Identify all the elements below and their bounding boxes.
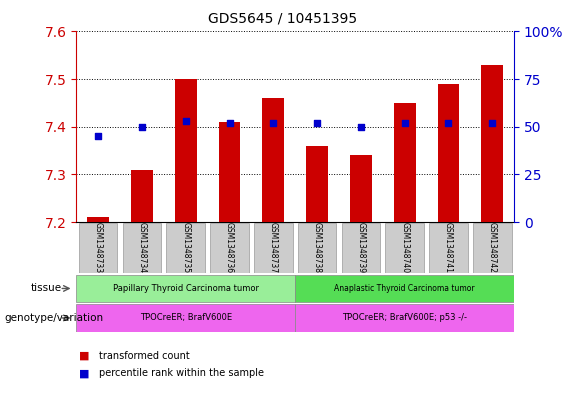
Point xyxy=(312,120,321,126)
Point xyxy=(269,120,278,126)
Point xyxy=(444,120,453,126)
Text: GSM1348736: GSM1348736 xyxy=(225,222,234,273)
Text: transformed count: transformed count xyxy=(99,351,190,361)
Point xyxy=(400,120,409,126)
Text: Anaplastic Thyroid Carcinoma tumor: Anaplastic Thyroid Carcinoma tumor xyxy=(334,284,475,293)
Bar xyxy=(262,98,284,222)
Bar xyxy=(76,304,295,332)
Bar xyxy=(76,275,295,302)
Bar xyxy=(295,304,514,332)
Text: GDS5645 / 10451395: GDS5645 / 10451395 xyxy=(208,12,357,26)
Bar xyxy=(295,275,514,302)
Text: Papillary Thyroid Carcinoma tumor: Papillary Thyroid Carcinoma tumor xyxy=(113,284,259,293)
Bar xyxy=(429,222,468,273)
Bar xyxy=(350,155,372,222)
Point xyxy=(225,120,234,126)
Bar xyxy=(298,222,336,273)
Bar xyxy=(385,222,424,273)
Point xyxy=(181,118,190,124)
Point xyxy=(357,123,366,130)
Bar xyxy=(175,79,197,222)
Bar xyxy=(131,170,153,222)
Text: ■: ■ xyxy=(79,351,90,361)
Text: genotype/variation: genotype/variation xyxy=(5,313,103,323)
Text: GSM1348737: GSM1348737 xyxy=(269,222,278,273)
Bar xyxy=(219,122,241,222)
Text: GSM1348740: GSM1348740 xyxy=(400,222,409,273)
Bar xyxy=(306,146,328,222)
Point xyxy=(94,133,103,140)
Bar xyxy=(79,222,118,273)
Text: tissue: tissue xyxy=(31,283,62,294)
Point xyxy=(488,120,497,126)
Bar xyxy=(342,222,380,273)
Text: GSM1348741: GSM1348741 xyxy=(444,222,453,273)
Point xyxy=(137,123,146,130)
Bar xyxy=(210,222,249,273)
Bar xyxy=(473,222,511,273)
Text: percentile rank within the sample: percentile rank within the sample xyxy=(99,368,264,378)
Text: TPOCreER; BrafV600E; p53 -/-: TPOCreER; BrafV600E; p53 -/- xyxy=(342,314,467,322)
Bar xyxy=(123,222,161,273)
Text: GSM1348734: GSM1348734 xyxy=(137,222,146,273)
Text: TPOCreER; BrafV600E: TPOCreER; BrafV600E xyxy=(140,314,232,322)
Text: GSM1348735: GSM1348735 xyxy=(181,222,190,273)
Text: ■: ■ xyxy=(79,368,90,378)
Bar xyxy=(394,103,416,222)
Bar xyxy=(437,84,459,222)
Bar xyxy=(481,65,503,222)
Text: GSM1348739: GSM1348739 xyxy=(357,222,366,273)
Text: GSM1348733: GSM1348733 xyxy=(94,222,103,273)
Bar xyxy=(254,222,293,273)
Text: GSM1348742: GSM1348742 xyxy=(488,222,497,273)
Bar xyxy=(167,222,205,273)
Text: GSM1348738: GSM1348738 xyxy=(312,222,321,273)
Bar xyxy=(87,217,109,222)
